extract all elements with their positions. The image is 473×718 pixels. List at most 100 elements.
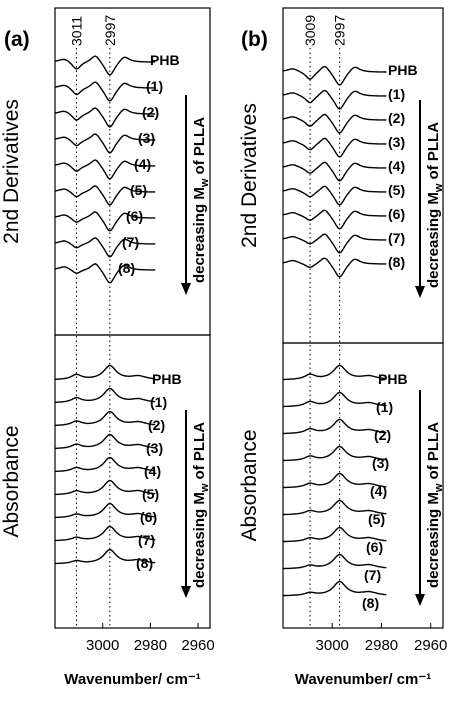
series-label-b-deriv-8: (8): [388, 254, 405, 270]
arrow-text-a-0: decreasing Mw of PLLA: [191, 117, 211, 283]
series-label-a-abs-0: PHB: [152, 371, 182, 387]
peak-label-3009: 3009: [302, 15, 318, 46]
series-line-a-deriv-4: [54, 159, 156, 180]
series-line-b-deriv-3: [282, 137, 387, 158]
series-line-b-deriv-5: [282, 185, 387, 206]
series-line-a-deriv-6: [54, 211, 156, 232]
arrow-head-b-1: [415, 594, 425, 606]
series-label-a-deriv-5: (5): [130, 182, 147, 198]
series-label-b-deriv-4: (4): [388, 158, 405, 174]
series-line-a-abs-8: [54, 548, 156, 565]
series-label-b-deriv-0: PHB: [388, 62, 418, 78]
ylabel-a-deriv: 2nd Derivatives: [0, 99, 23, 244]
arrow-text-a-1: decreasing Mw of PLLA: [191, 422, 211, 588]
series-label-a-deriv-8: (8): [118, 260, 135, 276]
series-label-a-abs-2: (2): [148, 417, 165, 433]
arrow-head-b-0: [415, 286, 425, 298]
series-label-b-abs-1: (1): [376, 399, 393, 415]
arrow-head-a-1: [181, 586, 191, 598]
series-line-b-deriv-1: [282, 89, 387, 110]
series-line-a-abs-1: [55, 387, 156, 403]
series-label-b-abs-5: (5): [368, 511, 385, 527]
series-label-a-deriv-0: PHB: [150, 52, 180, 68]
series-label-b-abs-7: (7): [364, 567, 381, 583]
series-line-a-abs-7: [54, 525, 156, 542]
x-axis-label-a: Wavenumber/ cm⁻¹: [64, 671, 201, 688]
series-label-b-deriv-2: (2): [388, 110, 405, 126]
series-label-b-abs-0: PHB: [378, 371, 408, 387]
series-label-b-deriv-6: (6): [388, 206, 405, 222]
series-label-b-deriv-3: (3): [388, 134, 405, 150]
series-label-a-abs-6: (6): [140, 509, 157, 525]
panel-a: (a) 3011 2997 2nd Derivatives PHB (1) (2) (3) (4…: [0, 7, 215, 688]
series-line-b-abs-4: [283, 472, 387, 489]
series-line-b-abs-5: [283, 499, 387, 516]
arrow-head-a-0: [181, 283, 191, 295]
panel-b-label: (b): [241, 28, 268, 51]
ylabel-b-abs: Absorbance: [238, 429, 261, 541]
series-line-a-deriv-2: [54, 107, 156, 128]
series-line-b-deriv-0: [282, 65, 387, 86]
x-tick-label-a-2960: 2960: [181, 637, 214, 654]
x-tick-label-b-2960: 2960: [414, 637, 447, 654]
x-axis-label-b: Wavenumber/ cm⁻¹: [295, 671, 432, 688]
arrow-text-b-0: decreasing Mw of PLLA: [425, 122, 445, 288]
series-label-a-deriv-2: (2): [142, 104, 159, 120]
series-line-a-deriv-3: [54, 133, 156, 154]
series-line-a-abs-6: [55, 502, 156, 519]
series-label-a-abs-4: (4): [144, 463, 161, 479]
peak-label-2997: 2997: [332, 15, 348, 46]
panel-b-frame-bottom: [282, 342, 444, 629]
series-label-a-deriv-7: (7): [122, 234, 139, 250]
panel-a-label: (a): [4, 28, 30, 51]
series-line-a-abs-0: [55, 364, 156, 380]
series-label-a-deriv-6: (6): [126, 208, 143, 224]
peak-label-3011: 3011: [68, 16, 84, 46]
series-label-b-abs-4: (4): [370, 483, 387, 499]
series-label-b-abs-6: (6): [366, 539, 383, 555]
series-label-b-deriv-5: (5): [388, 182, 405, 198]
x-tick-label-b-2980: 2980: [365, 637, 398, 654]
series-line-b-abs-7: [283, 553, 387, 570]
series-line-b-abs-6: [283, 526, 387, 543]
series-label-a-abs-5: (5): [142, 486, 159, 502]
series-label-a-deriv-1: (1): [146, 78, 163, 94]
ylabel-a-abs: Absorbance: [0, 425, 23, 537]
series-label-b-deriv-1: (1): [388, 86, 405, 102]
peak-label-2997: 2997: [102, 15, 118, 46]
series-line-b-deriv-6: [282, 209, 387, 230]
series-line-b-deriv-4: [282, 161, 387, 182]
ylabel-b-deriv: 2nd Derivatives: [238, 103, 261, 248]
x-tick-label-b-3000: 3000: [316, 637, 349, 654]
series-line-b-abs-0: [283, 364, 387, 381]
series-label-a-abs-7: (7): [138, 532, 155, 548]
series-line-b-abs-8: [283, 580, 387, 597]
series-line-a-abs-5: [55, 479, 156, 496]
series-label-a-abs-3: (3): [146, 440, 163, 456]
series-line-a-deriv-5: [54, 185, 156, 206]
series-line-a-abs-2: [54, 410, 156, 427]
series-label-a-deriv-3: (3): [138, 130, 155, 146]
series-line-a-deriv-8: [54, 263, 156, 284]
series-line-a-deriv-1: [54, 81, 156, 102]
series-label-b-deriv-7: (7): [388, 230, 405, 246]
panel-b: (b) 3009 2997 2nd Derivatives PHB (1) (2) (3) (4…: [238, 7, 447, 688]
series-line-b-deriv-7: [282, 233, 387, 254]
series-label-b-abs-3: (3): [372, 455, 389, 471]
x-tick-label-a-2980: 2980: [134, 637, 167, 654]
arrow-text-b-1: decreasing Mw of PLLA: [425, 422, 445, 588]
series-label-a-abs-1: (1): [150, 394, 167, 410]
series-line-a-abs-4: [54, 456, 156, 473]
series-line-b-abs-1: [283, 391, 387, 408]
series-label-b-abs-2: (2): [374, 427, 391, 443]
series-line-b-deriv-2: [282, 113, 387, 134]
series-line-a-deriv-7: [54, 237, 156, 258]
series-line-a-abs-3: [54, 433, 156, 450]
series-line-b-abs-2: [282, 418, 387, 435]
series-line-b-deriv-8: [282, 257, 387, 278]
panel-a-frame-bottom: [54, 334, 211, 629]
series-label-b-abs-8: (8): [362, 595, 379, 611]
series-line-b-abs-3: [282, 445, 387, 462]
series-label-a-abs-8: (8): [136, 555, 153, 571]
